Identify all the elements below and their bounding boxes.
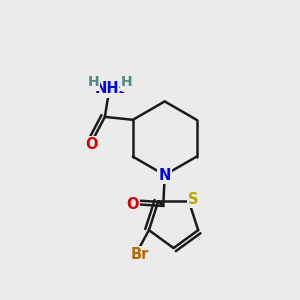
Text: Br: Br — [131, 247, 149, 262]
Text: O: O — [85, 137, 98, 152]
Text: S: S — [188, 192, 199, 207]
Text: NH₂: NH₂ — [94, 81, 125, 96]
Text: H: H — [87, 75, 99, 89]
Text: H: H — [121, 75, 133, 89]
Text: N: N — [158, 167, 171, 182]
Text: O: O — [127, 197, 139, 212]
